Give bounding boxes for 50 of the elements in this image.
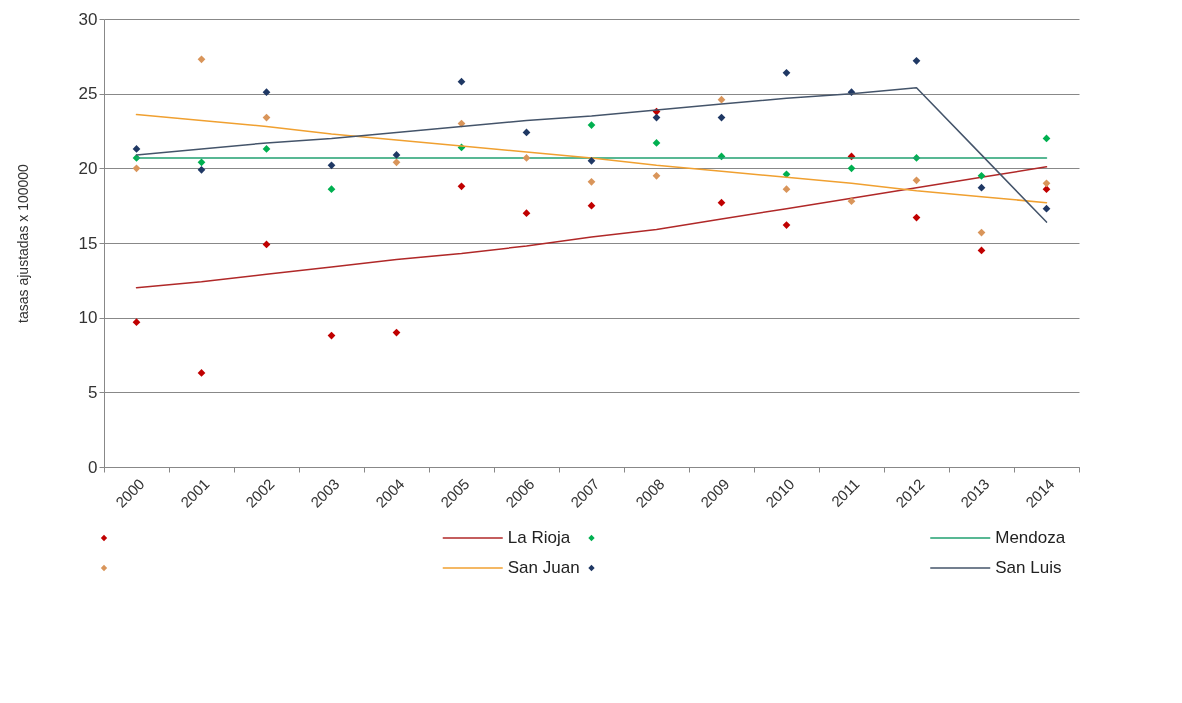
point xyxy=(522,154,531,162)
y-tick-label: 30 xyxy=(78,9,98,29)
legend-label: Mendoza xyxy=(995,528,1066,547)
point xyxy=(977,183,986,192)
point xyxy=(782,170,791,179)
point xyxy=(457,182,466,191)
point xyxy=(132,318,141,327)
point xyxy=(587,121,596,129)
point xyxy=(197,158,206,167)
point xyxy=(912,176,921,185)
point xyxy=(782,221,791,229)
legend-label: San Juan xyxy=(507,558,580,577)
line-series xyxy=(135,166,1048,289)
point xyxy=(132,164,141,173)
y-tick-label: 10 xyxy=(78,308,98,328)
point xyxy=(717,198,726,207)
point xyxy=(132,145,141,153)
point xyxy=(587,177,596,186)
point xyxy=(1042,185,1051,194)
point xyxy=(977,171,986,180)
point xyxy=(1042,204,1051,213)
point xyxy=(197,55,206,64)
legend-label: San Luis xyxy=(995,558,1062,577)
point xyxy=(652,171,661,180)
point xyxy=(587,201,596,210)
y-tick-label: 0 xyxy=(88,457,98,477)
y-axis-title: tasas ajustadas x 100000 xyxy=(14,163,31,323)
point xyxy=(327,161,336,170)
point xyxy=(457,77,466,86)
point xyxy=(197,165,206,174)
point xyxy=(522,209,531,218)
y-tick-label: 25 xyxy=(78,84,98,104)
point xyxy=(587,156,596,165)
point xyxy=(197,369,206,377)
point xyxy=(262,145,271,153)
point xyxy=(782,68,791,77)
point xyxy=(912,56,921,65)
point xyxy=(327,185,336,194)
y-tick-label: 15 xyxy=(78,233,98,253)
point xyxy=(847,164,856,173)
point xyxy=(847,197,856,206)
point xyxy=(652,139,661,147)
y-tick-label: 20 xyxy=(78,158,98,178)
point xyxy=(262,88,271,97)
point xyxy=(392,151,401,159)
y-tick-label: 5 xyxy=(88,382,98,402)
point xyxy=(782,185,791,194)
legend-label: La Rioja xyxy=(507,528,571,547)
point xyxy=(1042,179,1051,188)
point xyxy=(392,158,401,167)
